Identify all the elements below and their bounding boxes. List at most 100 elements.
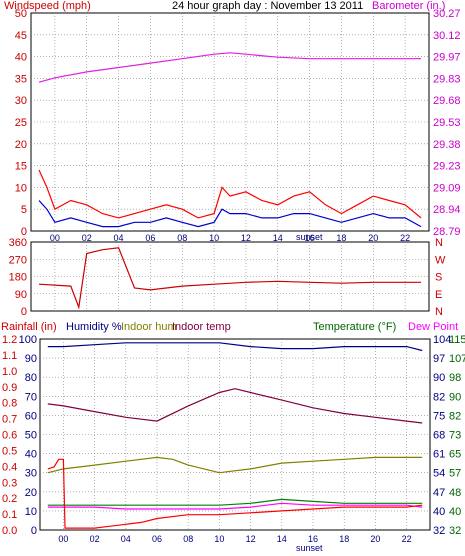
hour-tick-label: 04 — [121, 534, 131, 544]
direction-tick-label: 180 — [9, 272, 27, 284]
hour-tick-label: 22 — [400, 233, 410, 243]
rainfall-line — [47, 458, 423, 529]
temperature-tick-label: 57 — [449, 468, 461, 480]
hour-tick-label: 12 — [246, 534, 256, 544]
humidity-tick-label: 90 — [25, 353, 37, 365]
compass-tick-label: N — [435, 306, 443, 318]
temperature-tick-label: 65 — [449, 449, 461, 461]
wind-tick-label: 40 — [15, 52, 27, 64]
rain-tick-label: 1.2 — [2, 334, 17, 346]
compass-tick-label: N — [435, 237, 443, 249]
indoor-hum-axis-label: Indoor hum — [121, 321, 177, 333]
dew-point-axis-label: Dew Point — [408, 321, 458, 333]
wind-tick-label: 15 — [15, 161, 27, 173]
barometer-tick-label: 29.38 — [433, 139, 461, 151]
temperature-tick-label: 90 — [449, 391, 461, 403]
temperature-axis-label: Temperature (°F) — [313, 321, 396, 333]
barometer-line — [38, 52, 421, 83]
barometer-tick-label: 29.53 — [433, 117, 461, 129]
indoor-temp-line — [47, 388, 423, 424]
rain-tick-label: 0.4 — [2, 461, 17, 473]
temperature-tick-label: 82 — [449, 410, 461, 422]
humidity-tick-label: 10 — [25, 506, 37, 518]
hour-tick-label: 14 — [273, 233, 283, 243]
indoor-temp-tick-label: 68 — [433, 430, 445, 442]
wind-barometer-panel: Windspeed (mph) 24 hour graph day : Nove… — [4, 0, 461, 243]
compass-tick-label: E — [435, 289, 442, 301]
humidity-tick-label: 20 — [25, 487, 37, 499]
hour-tick-label: 10 — [214, 534, 224, 544]
wind-tick-label: 0 — [21, 226, 27, 238]
temperature-tick-label: 107 — [449, 353, 465, 365]
rain-tick-label: 0.5 — [2, 445, 17, 457]
humidity-tick-label: 60 — [25, 410, 37, 422]
rain-tick-label: 0.7 — [2, 414, 17, 426]
indoor-temp-tick-label: 61 — [433, 449, 445, 461]
wind-tick-label: 10 — [15, 182, 27, 194]
temperature-humidity-panel: Rainfall (in) Humidity % Indoor hum Indo… — [1, 321, 465, 553]
humidity-tick-label: 80 — [25, 372, 37, 384]
direction-tick-label: 0 — [21, 306, 27, 318]
windspeed-axis-label: Windspeed (mph) — [4, 0, 91, 12]
barometer-tick-label: 29.23 — [433, 161, 461, 173]
barometer-tick-label: 29.68 — [433, 95, 461, 107]
humidity-tick-label: 100 — [19, 334, 37, 346]
gust-line — [38, 169, 422, 219]
hour-tick-label: 16 — [305, 233, 315, 243]
temperature-tick-label: 48 — [449, 487, 461, 499]
humidity-tick-label: 70 — [25, 391, 37, 403]
barometer-tick-label: 29.97 — [433, 52, 461, 64]
wind-tick-label: 50 — [15, 8, 27, 20]
hour-tick-label: 06 — [152, 534, 162, 544]
indoor-temp-tick-label: 90 — [433, 372, 445, 384]
hour-tick-label: 22 — [402, 534, 412, 544]
hour-tick-label: 20 — [370, 534, 380, 544]
indoor-temp-tick-label: 97 — [433, 353, 445, 365]
barometer-tick-label: 28.79 — [433, 226, 461, 238]
hour-tick-label: 18 — [339, 534, 349, 544]
hour-tick-label: 08 — [177, 233, 187, 243]
hour-tick-label: 16 — [308, 534, 318, 544]
indoor-temp-tick-label: 104 — [433, 334, 451, 346]
indoor-hum-line — [47, 456, 423, 474]
temperature-line — [47, 498, 423, 506]
hour-tick-label: 00 — [50, 233, 60, 243]
dew-point-line — [47, 502, 423, 510]
barometer-axis-label: Barometer (in.) — [372, 0, 445, 12]
rainfall-axis-label: Rainfall (in) — [1, 321, 57, 333]
rain-tick-label: 0.3 — [2, 477, 17, 489]
rain-tick-label: 0.6 — [2, 430, 17, 442]
temperature-tick-label: 32 — [449, 525, 461, 537]
hour-tick-label: 04 — [114, 233, 124, 243]
wind-tick-label: 25 — [15, 117, 27, 129]
wind-tick-label: 45 — [15, 30, 27, 42]
barometer-tick-label: 30.12 — [433, 30, 461, 42]
humidity-tick-label: 40 — [25, 449, 37, 461]
humidity-line — [47, 342, 423, 352]
hour-tick-label: 14 — [277, 534, 287, 544]
direction-tick-label: 270 — [9, 254, 27, 266]
temperature-tick-label: 40 — [449, 506, 461, 518]
indoor-temp-tick-label: 82 — [433, 391, 445, 403]
rain-tick-label: 0.1 — [2, 509, 17, 521]
wind-tick-label: 35 — [15, 73, 27, 85]
hour-tick-label: 08 — [183, 534, 193, 544]
indoor-temp-axis-label: Indoor temp — [172, 321, 231, 333]
indoor-temp-tick-label: 47 — [433, 487, 445, 499]
rain-tick-label: 0.8 — [2, 398, 17, 410]
sunset-marker-bottom: sunset — [296, 543, 323, 553]
temperature-tick-label: 98 — [449, 372, 461, 384]
compass-tick-label: W — [435, 254, 446, 266]
average-wind-line — [38, 200, 422, 228]
indoor-temp-tick-label: 75 — [433, 410, 445, 422]
wind-tick-label: 20 — [15, 139, 27, 151]
barometer-tick-label: 28.94 — [433, 204, 461, 216]
direction-line — [38, 247, 421, 310]
temperature-tick-label: 73 — [449, 430, 461, 442]
chart-title: 24 hour graph day : November 13 2011 — [172, 0, 363, 12]
indoor-temp-tick-label: 40 — [433, 506, 445, 518]
hour-tick-label: 00 — [58, 534, 68, 544]
humidity-tick-label: 30 — [25, 468, 37, 480]
